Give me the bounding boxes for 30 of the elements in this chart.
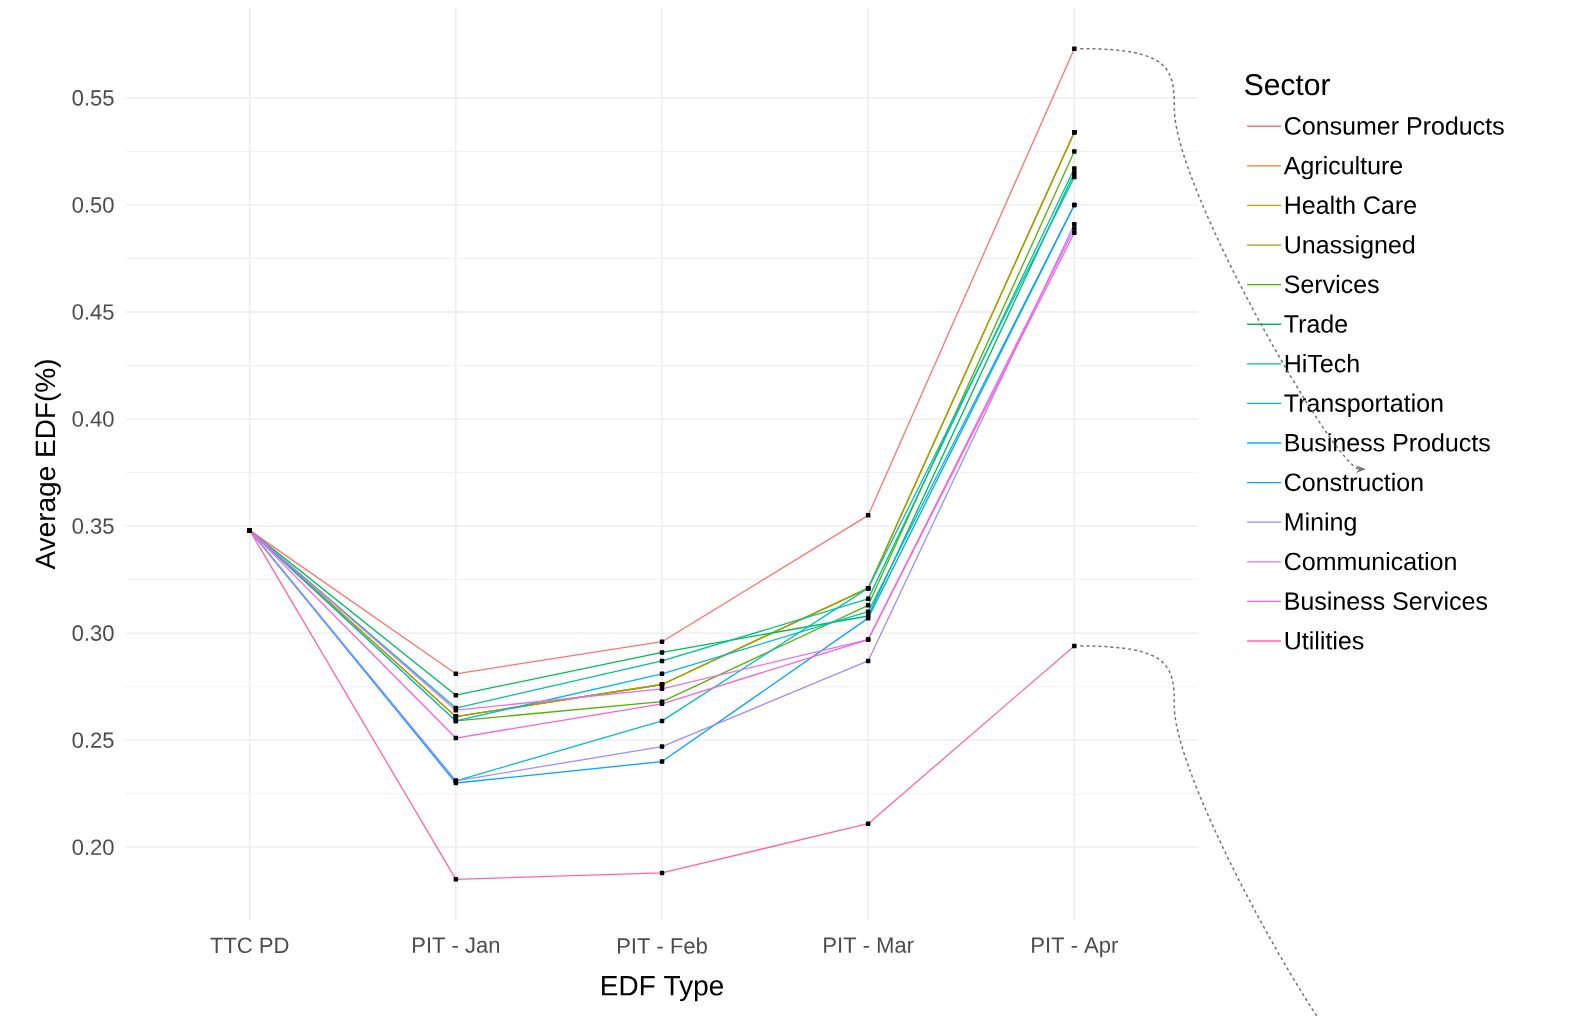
legend-label: Business Services	[1285, 591, 1488, 610]
x-tick-label: TTC PD	[210, 937, 289, 954]
legend-label: Utilities	[1285, 631, 1364, 650]
y-tick-label: 0.25	[72, 732, 114, 748]
x-axis-title: EDF Type	[602, 976, 724, 1002]
legend-label: Mining	[1285, 512, 1356, 536]
x-tick-label: PIT - Feb	[617, 937, 707, 954]
legend-title: Sector	[1245, 74, 1330, 96]
legend-label: Transportation	[1284, 393, 1443, 417]
legend-label: Construction	[1285, 472, 1423, 492]
y-tick-label: 0.55	[72, 90, 114, 106]
y-tick-label: 0.45	[72, 304, 114, 320]
y-tick-label: 0.50	[72, 197, 114, 213]
legend-label: Communication	[1285, 552, 1456, 571]
y-tick-label: 0.30	[72, 625, 114, 641]
y-axis-title: Average EDF(%)	[34, 360, 61, 570]
legend-label: Unassigned	[1285, 235, 1415, 259]
x-tick-label: PIT - Jan	[413, 937, 500, 953]
legend-label: Services	[1284, 274, 1379, 294]
y-tick-label: 0.40	[72, 411, 114, 427]
x-tick-label: PIT - Mar	[824, 937, 914, 953]
y-tick-label: 0.35	[72, 518, 114, 534]
legend-label: Health Care	[1285, 195, 1416, 215]
legend-label: HiTech	[1285, 354, 1359, 373]
y-tick-label: 0.20	[72, 839, 114, 855]
legend-label: Business Products	[1285, 433, 1490, 452]
legend-label: Consumer Products	[1285, 116, 1504, 135]
legend-label: Agriculture	[1283, 156, 1403, 180]
x-tick-label: PIT - Apr	[1032, 937, 1118, 958]
legend-label: Trade	[1284, 314, 1348, 333]
